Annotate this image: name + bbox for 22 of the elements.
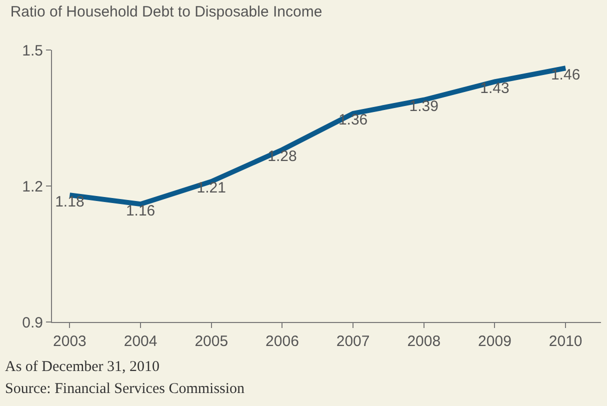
y-tick-label: 1.2 [22,178,43,196]
x-tick-label: 2004 [124,333,158,350]
data-label: 1.18 [55,193,84,210]
data-label: 1.16 [126,202,156,220]
source-note: Source: Financial Services Commission [5,381,246,397]
data-label: 1.39 [409,98,438,116]
x-tick-label: 2003 [53,333,86,350]
data-label: 1.43 [480,80,510,97]
x-tick-label: 2009 [478,333,512,350]
data-label: 1.46 [550,66,580,84]
y-tick-label: 0.9 [22,314,43,332]
data-label: 1.28 [268,148,297,165]
x-tick-label: 2005 [194,333,228,350]
x-tick-label: 2006 [266,333,299,350]
data-label: 1.21 [196,180,226,197]
data-label: 1.36 [338,112,368,129]
y-tick-label: 1.5 [22,42,43,60]
x-tick-label: 2007 [336,333,370,350]
x-tick-label: 2008 [407,333,441,350]
text: As of December 31, 2010 [5,359,160,375]
x-tick-label: 2010 [548,333,582,350]
chart-title: Ratio of Household Debt to Disposable Income [10,4,322,21]
